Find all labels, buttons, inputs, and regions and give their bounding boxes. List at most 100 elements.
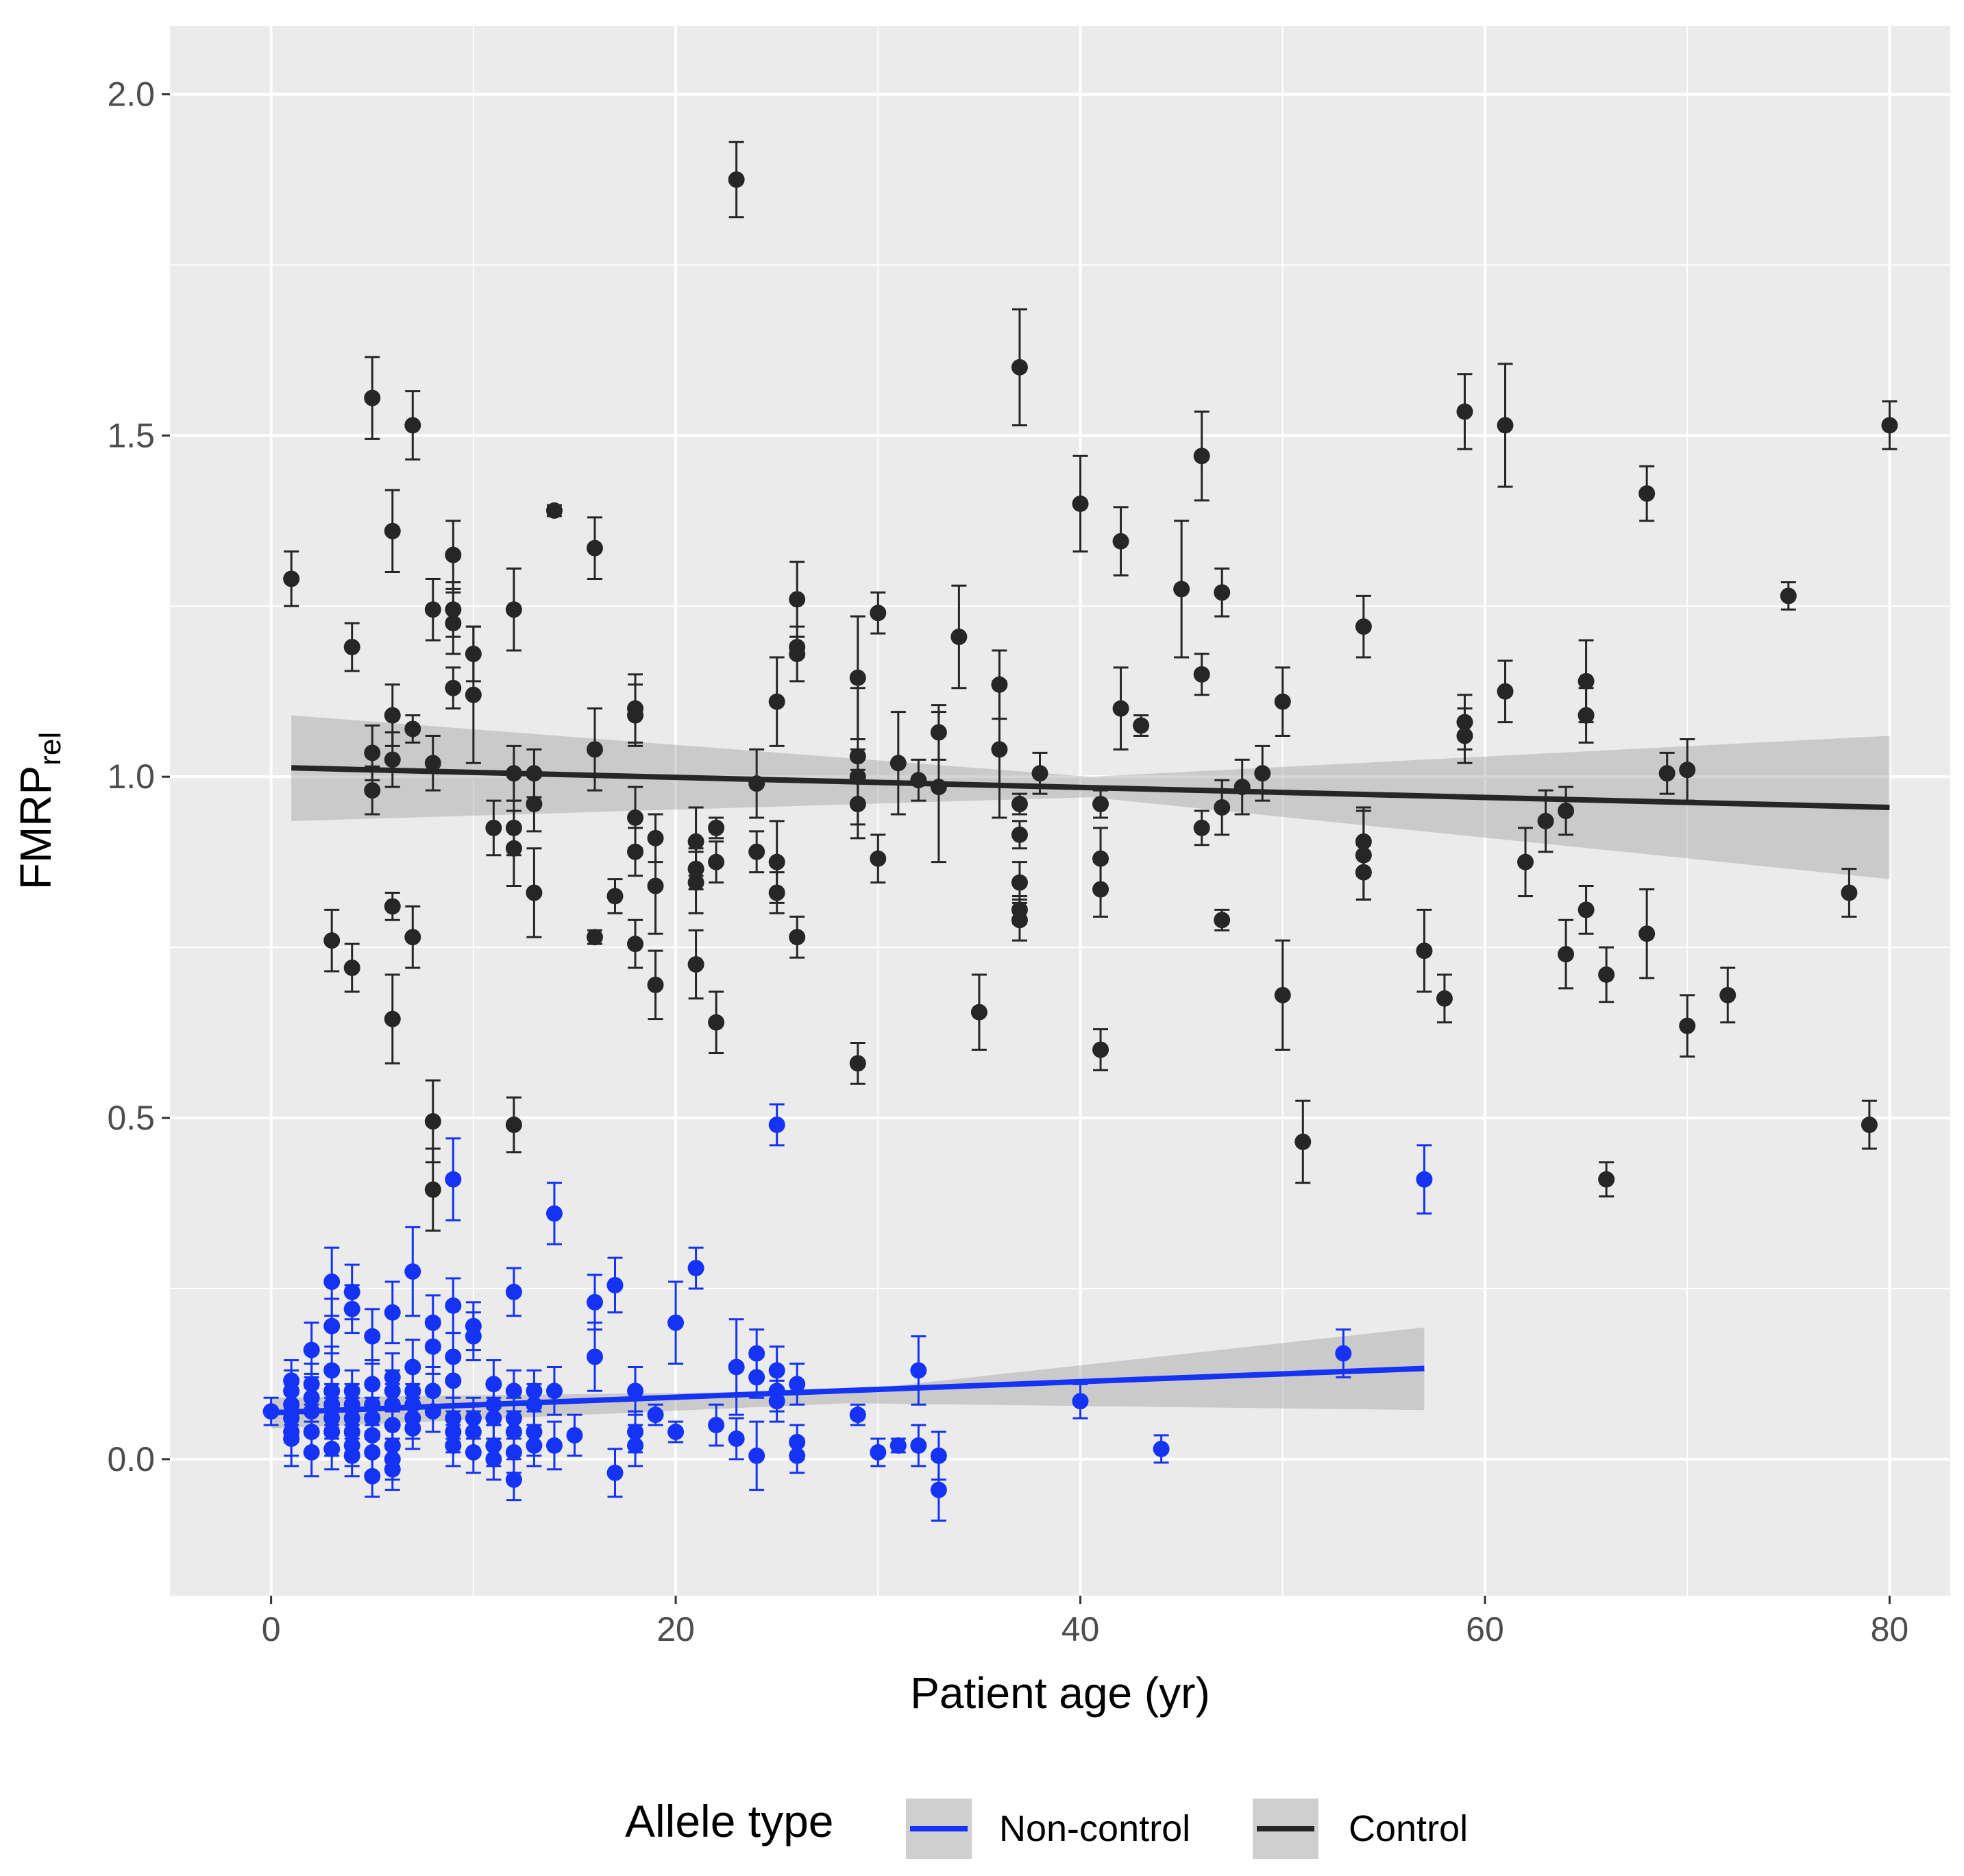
point-control xyxy=(647,877,664,894)
point-control xyxy=(1092,881,1109,898)
point-control xyxy=(586,741,603,758)
point-non-control xyxy=(445,1424,462,1441)
point-non-control xyxy=(445,1171,462,1188)
point-control xyxy=(1456,403,1473,420)
point-control xyxy=(424,1181,441,1198)
point-control xyxy=(505,840,522,857)
point-non-control xyxy=(384,1304,401,1321)
point-control xyxy=(889,755,907,772)
point-non-control xyxy=(667,1424,685,1441)
point-non-control xyxy=(343,1382,360,1400)
legend: Allele type Non-control Control xyxy=(625,1796,1468,1859)
point-control xyxy=(1193,448,1210,465)
point-control xyxy=(1881,417,1898,434)
point-control xyxy=(1355,846,1372,864)
point-non-control xyxy=(485,1437,502,1454)
point-control xyxy=(1578,707,1595,724)
point-control xyxy=(1658,765,1675,782)
point-control xyxy=(789,591,806,608)
point-control xyxy=(687,833,704,850)
point-non-control xyxy=(323,1382,341,1400)
point-control xyxy=(950,629,968,646)
point-control xyxy=(1598,1171,1615,1188)
point-control xyxy=(586,539,603,557)
point-non-control xyxy=(606,1276,624,1293)
point-non-control xyxy=(1153,1440,1170,1457)
point-control xyxy=(465,646,482,662)
point-control xyxy=(728,171,745,188)
point-control xyxy=(627,707,644,724)
point-non-control xyxy=(728,1359,745,1376)
point-control xyxy=(1112,533,1129,550)
point-control xyxy=(424,755,441,772)
legend-entry-control: Control xyxy=(1253,1799,1468,1859)
point-non-control xyxy=(404,1263,421,1280)
point-control xyxy=(1780,587,1797,605)
point-control xyxy=(1416,942,1433,960)
fit-lines xyxy=(271,765,1890,1416)
point-non-control xyxy=(526,1437,543,1454)
point-control xyxy=(323,932,341,949)
point-non-control xyxy=(545,1205,563,1222)
fit-line-non-control xyxy=(271,1365,1425,1416)
point-control xyxy=(1598,966,1615,983)
point-control xyxy=(647,829,664,846)
point-control xyxy=(687,956,704,973)
point-non-control xyxy=(505,1382,522,1400)
x-tick-label: 20 xyxy=(656,1610,695,1648)
grid-lines xyxy=(170,26,1950,1596)
legend-label-non-control: Non-control xyxy=(999,1808,1190,1849)
point-control xyxy=(991,741,1008,758)
point-control xyxy=(1092,850,1109,867)
point-non-control xyxy=(445,1410,462,1427)
fit-line-control xyxy=(291,765,1890,811)
point-control xyxy=(849,748,866,765)
point-control xyxy=(505,819,522,836)
point-non-control xyxy=(323,1274,341,1290)
point-control xyxy=(849,796,866,813)
point-control xyxy=(849,1055,866,1072)
y-tick-label: 0.0 xyxy=(107,1440,155,1478)
point-control xyxy=(404,720,421,738)
point-control xyxy=(404,929,421,946)
point-control xyxy=(606,888,624,905)
point-control xyxy=(768,693,785,710)
point-non-control xyxy=(748,1345,765,1362)
point-control xyxy=(465,686,482,703)
point-control xyxy=(1274,693,1291,710)
point-control xyxy=(1193,666,1210,683)
point-control xyxy=(1355,864,1372,881)
y-axis-title-main: FMRP xyxy=(11,766,60,890)
point-control xyxy=(1092,796,1109,813)
point-control xyxy=(283,570,300,587)
point-control xyxy=(687,860,704,877)
point-non-control xyxy=(384,1461,401,1478)
point-control xyxy=(1497,417,1514,434)
point-control xyxy=(870,605,887,622)
point-non-control xyxy=(283,1396,300,1413)
point-non-control xyxy=(505,1443,522,1461)
point-control xyxy=(343,960,360,976)
point-non-control xyxy=(768,1393,785,1410)
point-control xyxy=(1638,485,1656,502)
point-control xyxy=(1072,495,1089,512)
point-control xyxy=(1355,618,1372,635)
legend-label-control: Control xyxy=(1349,1808,1468,1849)
point-control xyxy=(627,936,644,953)
point-non-control xyxy=(343,1410,360,1427)
point-non-control xyxy=(505,1471,522,1488)
point-non-control xyxy=(424,1382,441,1400)
point-control xyxy=(768,884,785,901)
point-control xyxy=(1011,796,1028,813)
point-non-control xyxy=(1335,1345,1352,1362)
point-control xyxy=(445,546,462,563)
point-control xyxy=(1294,1133,1312,1150)
point-non-control xyxy=(1416,1171,1433,1188)
point-non-control xyxy=(566,1427,583,1444)
y-tick-label: 2.0 xyxy=(107,75,155,114)
point-non-control xyxy=(627,1424,644,1441)
point-control xyxy=(1436,990,1453,1007)
point-non-control xyxy=(768,1362,785,1379)
point-non-control xyxy=(627,1382,644,1400)
point-non-control xyxy=(728,1430,745,1447)
